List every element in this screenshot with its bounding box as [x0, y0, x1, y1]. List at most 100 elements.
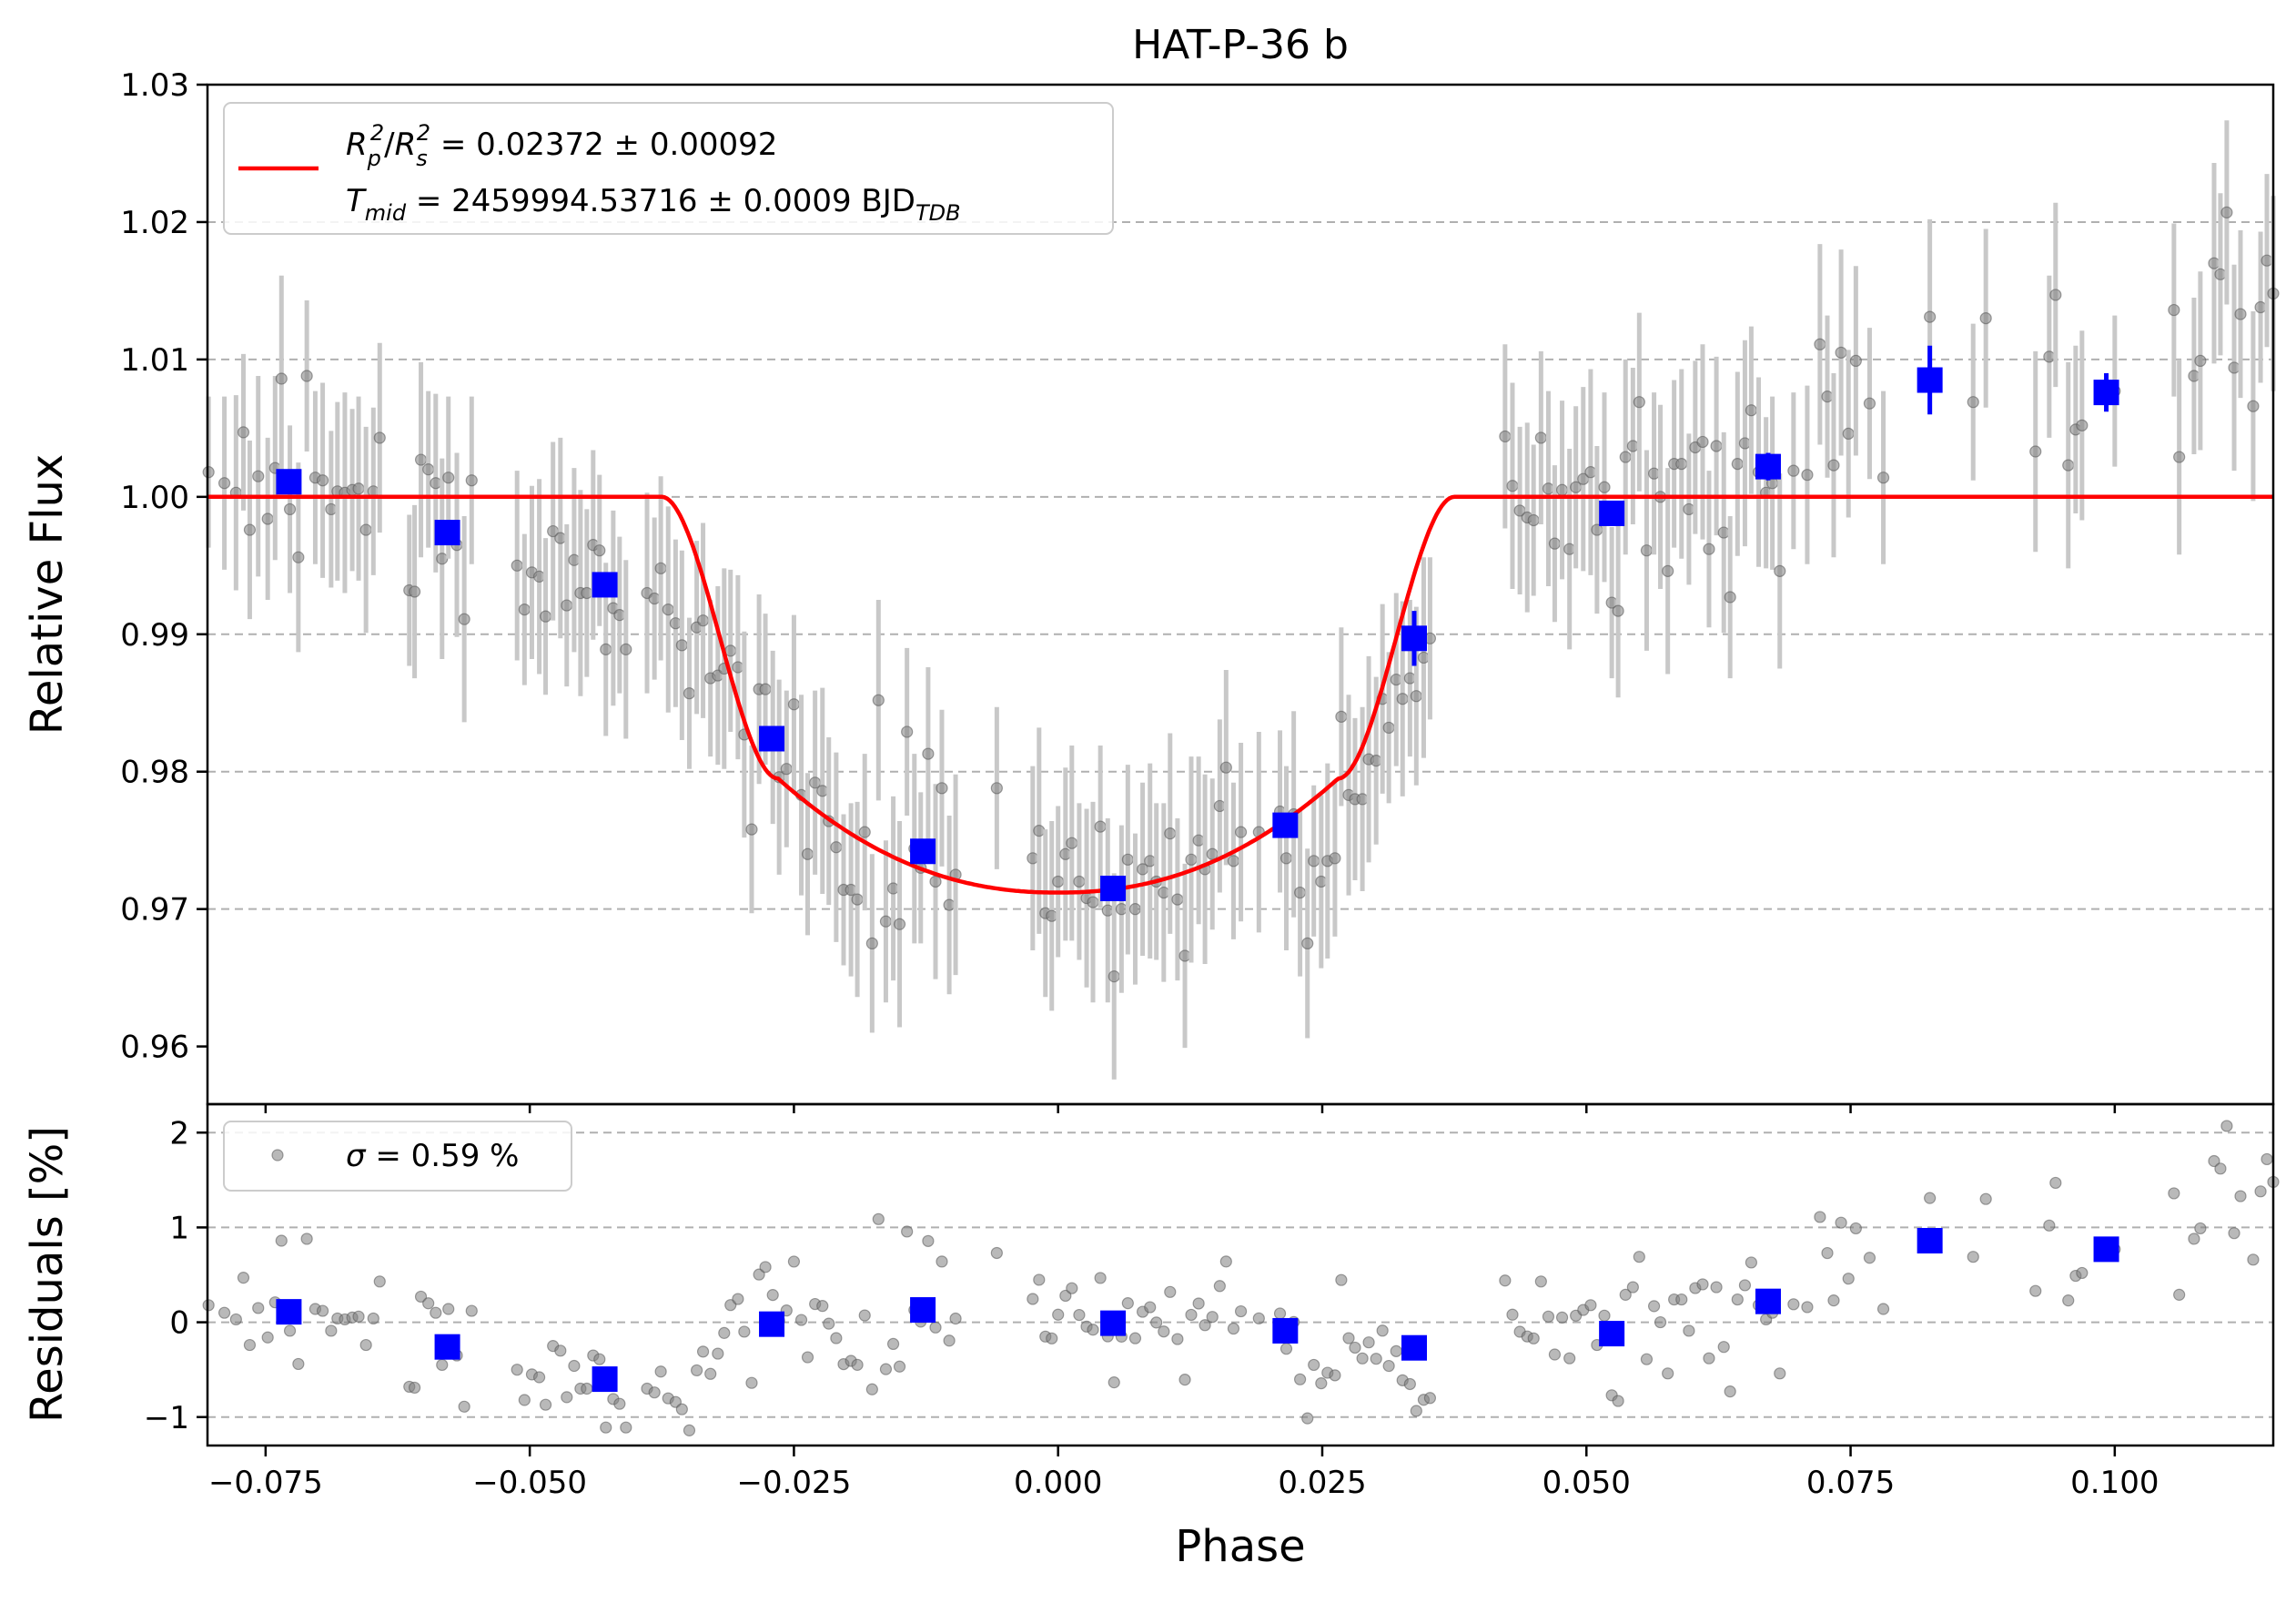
residual-point — [1219, 1255, 1232, 1268]
residual-point — [759, 1261, 772, 1273]
residual-point — [1717, 1341, 1730, 1354]
residual-point — [436, 1358, 449, 1372]
raw-point — [613, 609, 626, 622]
residual-point — [691, 1364, 703, 1377]
raw-point — [1390, 673, 1402, 686]
residual-point — [2194, 1222, 2207, 1235]
residual-point — [352, 1310, 365, 1323]
residual-point — [442, 1303, 455, 1315]
raw-point — [2234, 308, 2247, 320]
raw-point — [1410, 690, 1422, 703]
raw-point — [1626, 440, 1639, 452]
raw-point — [801, 847, 814, 860]
raw-point — [2261, 254, 2273, 267]
raw-point — [511, 559, 523, 572]
raw-point — [886, 882, 900, 895]
residual-point — [787, 1255, 801, 1268]
binned-residual — [910, 1297, 936, 1324]
residual-point — [1696, 1278, 1709, 1291]
raw-point — [1534, 431, 1547, 444]
raw-point — [830, 841, 843, 854]
residual-point — [704, 1367, 717, 1380]
raw-point — [359, 523, 372, 536]
raw-point — [217, 477, 231, 490]
residual-point — [1662, 1367, 1674, 1380]
binned-residuals — [276, 1228, 2119, 1393]
residual-point — [511, 1364, 523, 1376]
residual-point — [1801, 1301, 1814, 1314]
raw-point — [683, 687, 696, 700]
raw-point — [1158, 886, 1170, 899]
raw-point — [2228, 361, 2240, 374]
raw-point — [1101, 904, 1114, 917]
residual-point — [1842, 1273, 1855, 1285]
raw-point — [816, 785, 829, 797]
residual-point — [1178, 1374, 1191, 1386]
residual-point — [217, 1306, 231, 1319]
residual-point — [1534, 1275, 1547, 1288]
raw-point — [243, 523, 257, 536]
binned-residual — [759, 1311, 785, 1337]
residual-point — [1158, 1325, 1170, 1338]
binned-point — [1599, 500, 1625, 526]
top-x-ticks — [264, 1104, 2117, 1113]
raw-point — [2043, 350, 2056, 363]
raw-point — [759, 683, 772, 695]
raw-point — [1279, 852, 1293, 865]
residual-point — [1227, 1322, 1240, 1335]
residual-point — [1626, 1281, 1639, 1294]
residual-point — [745, 1376, 758, 1389]
raw-point — [275, 372, 288, 385]
binned-residual — [1401, 1334, 1428, 1361]
residual-point — [458, 1400, 470, 1413]
residual-point — [243, 1338, 257, 1352]
residual-point — [1710, 1281, 1723, 1294]
bottom-axes-frame — [206, 1102, 2275, 1447]
raw-point — [2076, 419, 2089, 431]
raw-point — [1308, 855, 1320, 867]
raw-point — [1052, 875, 1065, 888]
binned-point — [1401, 625, 1428, 652]
x-tick-label: 0.000 — [1014, 1465, 1102, 1501]
residual-point — [990, 1246, 1003, 1260]
raw-point — [1301, 937, 1314, 949]
top-y-tick-label: 0.97 — [120, 892, 189, 928]
legend-model-label: Rp2/Rs2 = 0.02372 ± 0.00092 — [346, 120, 777, 171]
residual-point — [1121, 1297, 1134, 1310]
raw-point — [1555, 483, 1569, 496]
residual-point — [252, 1302, 265, 1314]
binned-residual — [1272, 1317, 1299, 1344]
residual-point — [1584, 1299, 1597, 1312]
residual-point — [922, 1234, 935, 1247]
x-tick-label: −0.075 — [208, 1465, 323, 1501]
binned-point — [759, 725, 785, 752]
residual-point — [237, 1272, 250, 1284]
raw-point — [1046, 909, 1058, 922]
raw-point — [851, 893, 864, 906]
raw-point — [929, 875, 942, 888]
raw-point — [2168, 303, 2180, 317]
residual-point — [1164, 1285, 1177, 1298]
residual-point — [1703, 1352, 1715, 1365]
x-tick-label: 0.075 — [1806, 1465, 1895, 1501]
residual-point — [1087, 1324, 1099, 1336]
residual-point — [718, 1326, 731, 1339]
raw-point — [669, 617, 682, 630]
residual-point — [1542, 1310, 1555, 1323]
residual-point — [1814, 1211, 1826, 1223]
residual-point — [1849, 1222, 1862, 1235]
binned-point — [592, 572, 618, 598]
residual-point — [1294, 1373, 1307, 1385]
raw-point — [745, 823, 758, 836]
residual-point — [2228, 1227, 2240, 1240]
raw-point — [1675, 458, 1688, 471]
raw-point — [1527, 513, 1540, 527]
residual-point — [2029, 1284, 2042, 1297]
bottom-y-tick-label: 2 — [169, 1115, 189, 1152]
raw-point — [561, 599, 573, 612]
residual-point — [316, 1304, 329, 1317]
residual-point — [465, 1304, 478, 1317]
raw-point — [430, 477, 442, 490]
residual-point — [1234, 1304, 1248, 1318]
raw-point — [1647, 467, 1661, 480]
